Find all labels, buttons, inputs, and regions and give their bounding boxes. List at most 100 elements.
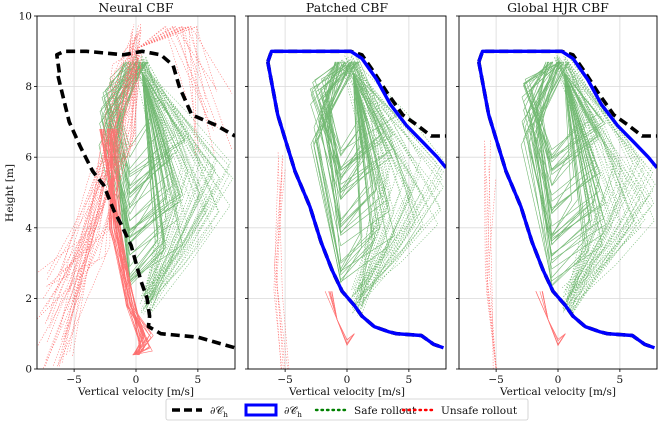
rollout-line <box>131 55 174 304</box>
boundary-hat-curve <box>477 49 657 169</box>
rollout-line <box>351 67 442 296</box>
rollout-line <box>109 61 167 234</box>
rollout-line <box>351 60 410 291</box>
rollout-line <box>488 166 494 369</box>
rollout-line <box>568 62 630 304</box>
rollout-line <box>558 63 624 309</box>
rollout-line <box>106 61 154 206</box>
rollout-line <box>138 26 233 94</box>
rollout-line <box>562 59 635 309</box>
rollout-line <box>277 152 290 369</box>
rollout-line <box>523 61 596 196</box>
rollout-line <box>562 62 622 311</box>
rollout-line <box>138 26 198 131</box>
y-tick-label: 6 <box>25 152 32 164</box>
rollout-line <box>554 57 646 298</box>
rollout-line <box>324 61 367 156</box>
rollout-line <box>350 56 398 297</box>
rollout-line <box>569 64 621 297</box>
rollout-line <box>528 61 589 215</box>
rollout-line <box>276 172 286 369</box>
boundary-h-curve <box>56 75 235 350</box>
rollout-line <box>69 51 141 291</box>
rollout-line <box>135 56 184 305</box>
rollout-line <box>565 57 634 311</box>
rollout-line <box>116 128 154 356</box>
rollout-line <box>563 65 627 301</box>
rollout-line <box>108 61 182 238</box>
rollout-line <box>274 159 288 369</box>
rollout-line <box>554 56 641 306</box>
rollout-line <box>524 61 582 246</box>
rollout-line <box>528 61 596 211</box>
rollout-line <box>137 65 222 302</box>
rollout-line <box>565 60 654 290</box>
rollout-line <box>523 61 581 159</box>
rollout-line <box>37 32 132 320</box>
rollout-line <box>486 179 497 369</box>
rollout-line <box>37 60 137 346</box>
rollout-line <box>342 63 440 310</box>
rollout-line <box>138 26 197 156</box>
panel-2: −5 0 5 Patched CBF Vertical velocity [m/s] <box>245 0 447 398</box>
rollout-line <box>45 38 140 324</box>
rollout-line <box>354 62 419 309</box>
rollout-line <box>541 291 566 340</box>
rollout-line <box>140 57 220 312</box>
rollout-line <box>355 55 391 302</box>
rollout-line <box>45 30 142 367</box>
rollout-line <box>357 56 412 308</box>
y-tick-label: 4 <box>25 222 32 234</box>
rollout-line <box>522 61 590 242</box>
rollout-line <box>557 68 654 315</box>
rollout-line <box>530 61 601 171</box>
rollout-line <box>566 64 656 312</box>
rollout-line <box>562 63 646 289</box>
x-tick-label: 5 <box>195 374 202 386</box>
rollout-line <box>315 61 361 270</box>
rollout-line <box>47 30 132 320</box>
rollout-line <box>141 59 214 298</box>
rollout-line <box>351 56 441 291</box>
rollout-line <box>553 68 652 289</box>
rollout-line <box>99 61 152 215</box>
rollout-line <box>355 64 445 291</box>
rollout-line <box>102 61 186 178</box>
rollout-line <box>106 61 186 175</box>
rollout-line <box>140 64 231 299</box>
rollout-line <box>72 55 135 356</box>
rollout-line <box>357 64 381 299</box>
legend-entry-4: Unsafe rollout <box>401 405 518 417</box>
x-axis-label: Vertical velocity [m/s] <box>499 386 616 398</box>
x-tick-label: −5 <box>277 374 292 386</box>
rollout-line <box>523 61 604 158</box>
rollout-line <box>47 23 142 274</box>
rollout-line <box>57 42 133 367</box>
panel-title: Patched CBF <box>306 0 388 15</box>
rollout-line <box>135 68 209 314</box>
rollout-line <box>355 68 422 309</box>
x-axis-label: Vertical velocity [m/s] <box>77 386 194 398</box>
rollout-line <box>138 26 200 154</box>
rollout-line <box>144 64 200 313</box>
rollout-line <box>556 64 649 312</box>
rollout-line <box>534 61 592 264</box>
rollout-line <box>316 61 363 273</box>
rollout-line <box>109 128 145 356</box>
panel-title: Global HJR CBF <box>507 0 609 15</box>
rollout-line <box>348 59 444 306</box>
boundary-hat-curve <box>266 49 446 169</box>
rollout-line <box>352 61 414 298</box>
rollout-line <box>563 56 642 294</box>
rollout-line <box>552 61 617 312</box>
rollout-line <box>329 291 355 346</box>
rollout-line <box>100 128 153 356</box>
rollout-line <box>61 63 142 363</box>
x-tick-label: 0 <box>133 374 140 386</box>
rollout-line <box>355 63 381 309</box>
rollout-line <box>565 63 634 299</box>
rollout-line <box>275 169 286 369</box>
rollout-line <box>320 61 385 168</box>
rollout-line <box>72 25 139 302</box>
rollout-line <box>529 61 599 176</box>
